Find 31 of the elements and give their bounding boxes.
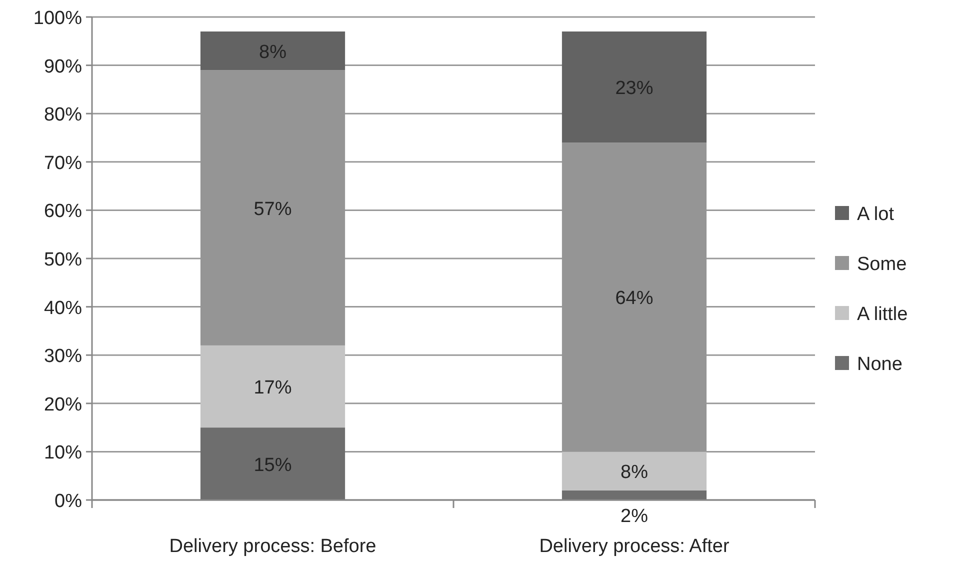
data-label: 15% [254, 454, 292, 476]
bar [562, 31, 707, 143]
y-tick-label: 70% [44, 152, 82, 174]
data-label: 8% [620, 462, 648, 484]
y-tick-label: 60% [44, 201, 82, 222]
x-tick-label: Delivery process: Before [169, 536, 376, 557]
y-tick-label: 0% [54, 491, 82, 512]
y-tick-label: 40% [44, 298, 82, 319]
y-tick-label: 100% [33, 8, 82, 29]
data-label: 8% [259, 42, 287, 63]
legend-label: A little [857, 304, 908, 325]
legend-label: Some [857, 254, 907, 275]
data-label: 23% [615, 78, 654, 100]
y-tick-label: 30% [44, 346, 82, 368]
x-tick-label: Delivery process: After [539, 536, 730, 557]
y-tick-label: 50% [44, 250, 82, 270]
data-label: 2% [620, 506, 648, 527]
y-tick-label: 20% [44, 394, 82, 416]
legend-label: None [857, 354, 902, 375]
y-tick-label: 80% [44, 104, 82, 126]
bar [200, 428, 346, 500]
bar [562, 490, 707, 500]
bar [562, 452, 707, 490]
y-tick-label: 90% [44, 56, 82, 78]
bar [200, 345, 346, 428]
data-label: 17% [254, 377, 292, 398]
data-label: 57% [254, 198, 292, 220]
bar [200, 31, 346, 70]
y-tick-label: 10% [44, 442, 82, 464]
legend-label: A lot [857, 204, 895, 225]
data-label: 64% [615, 288, 654, 310]
